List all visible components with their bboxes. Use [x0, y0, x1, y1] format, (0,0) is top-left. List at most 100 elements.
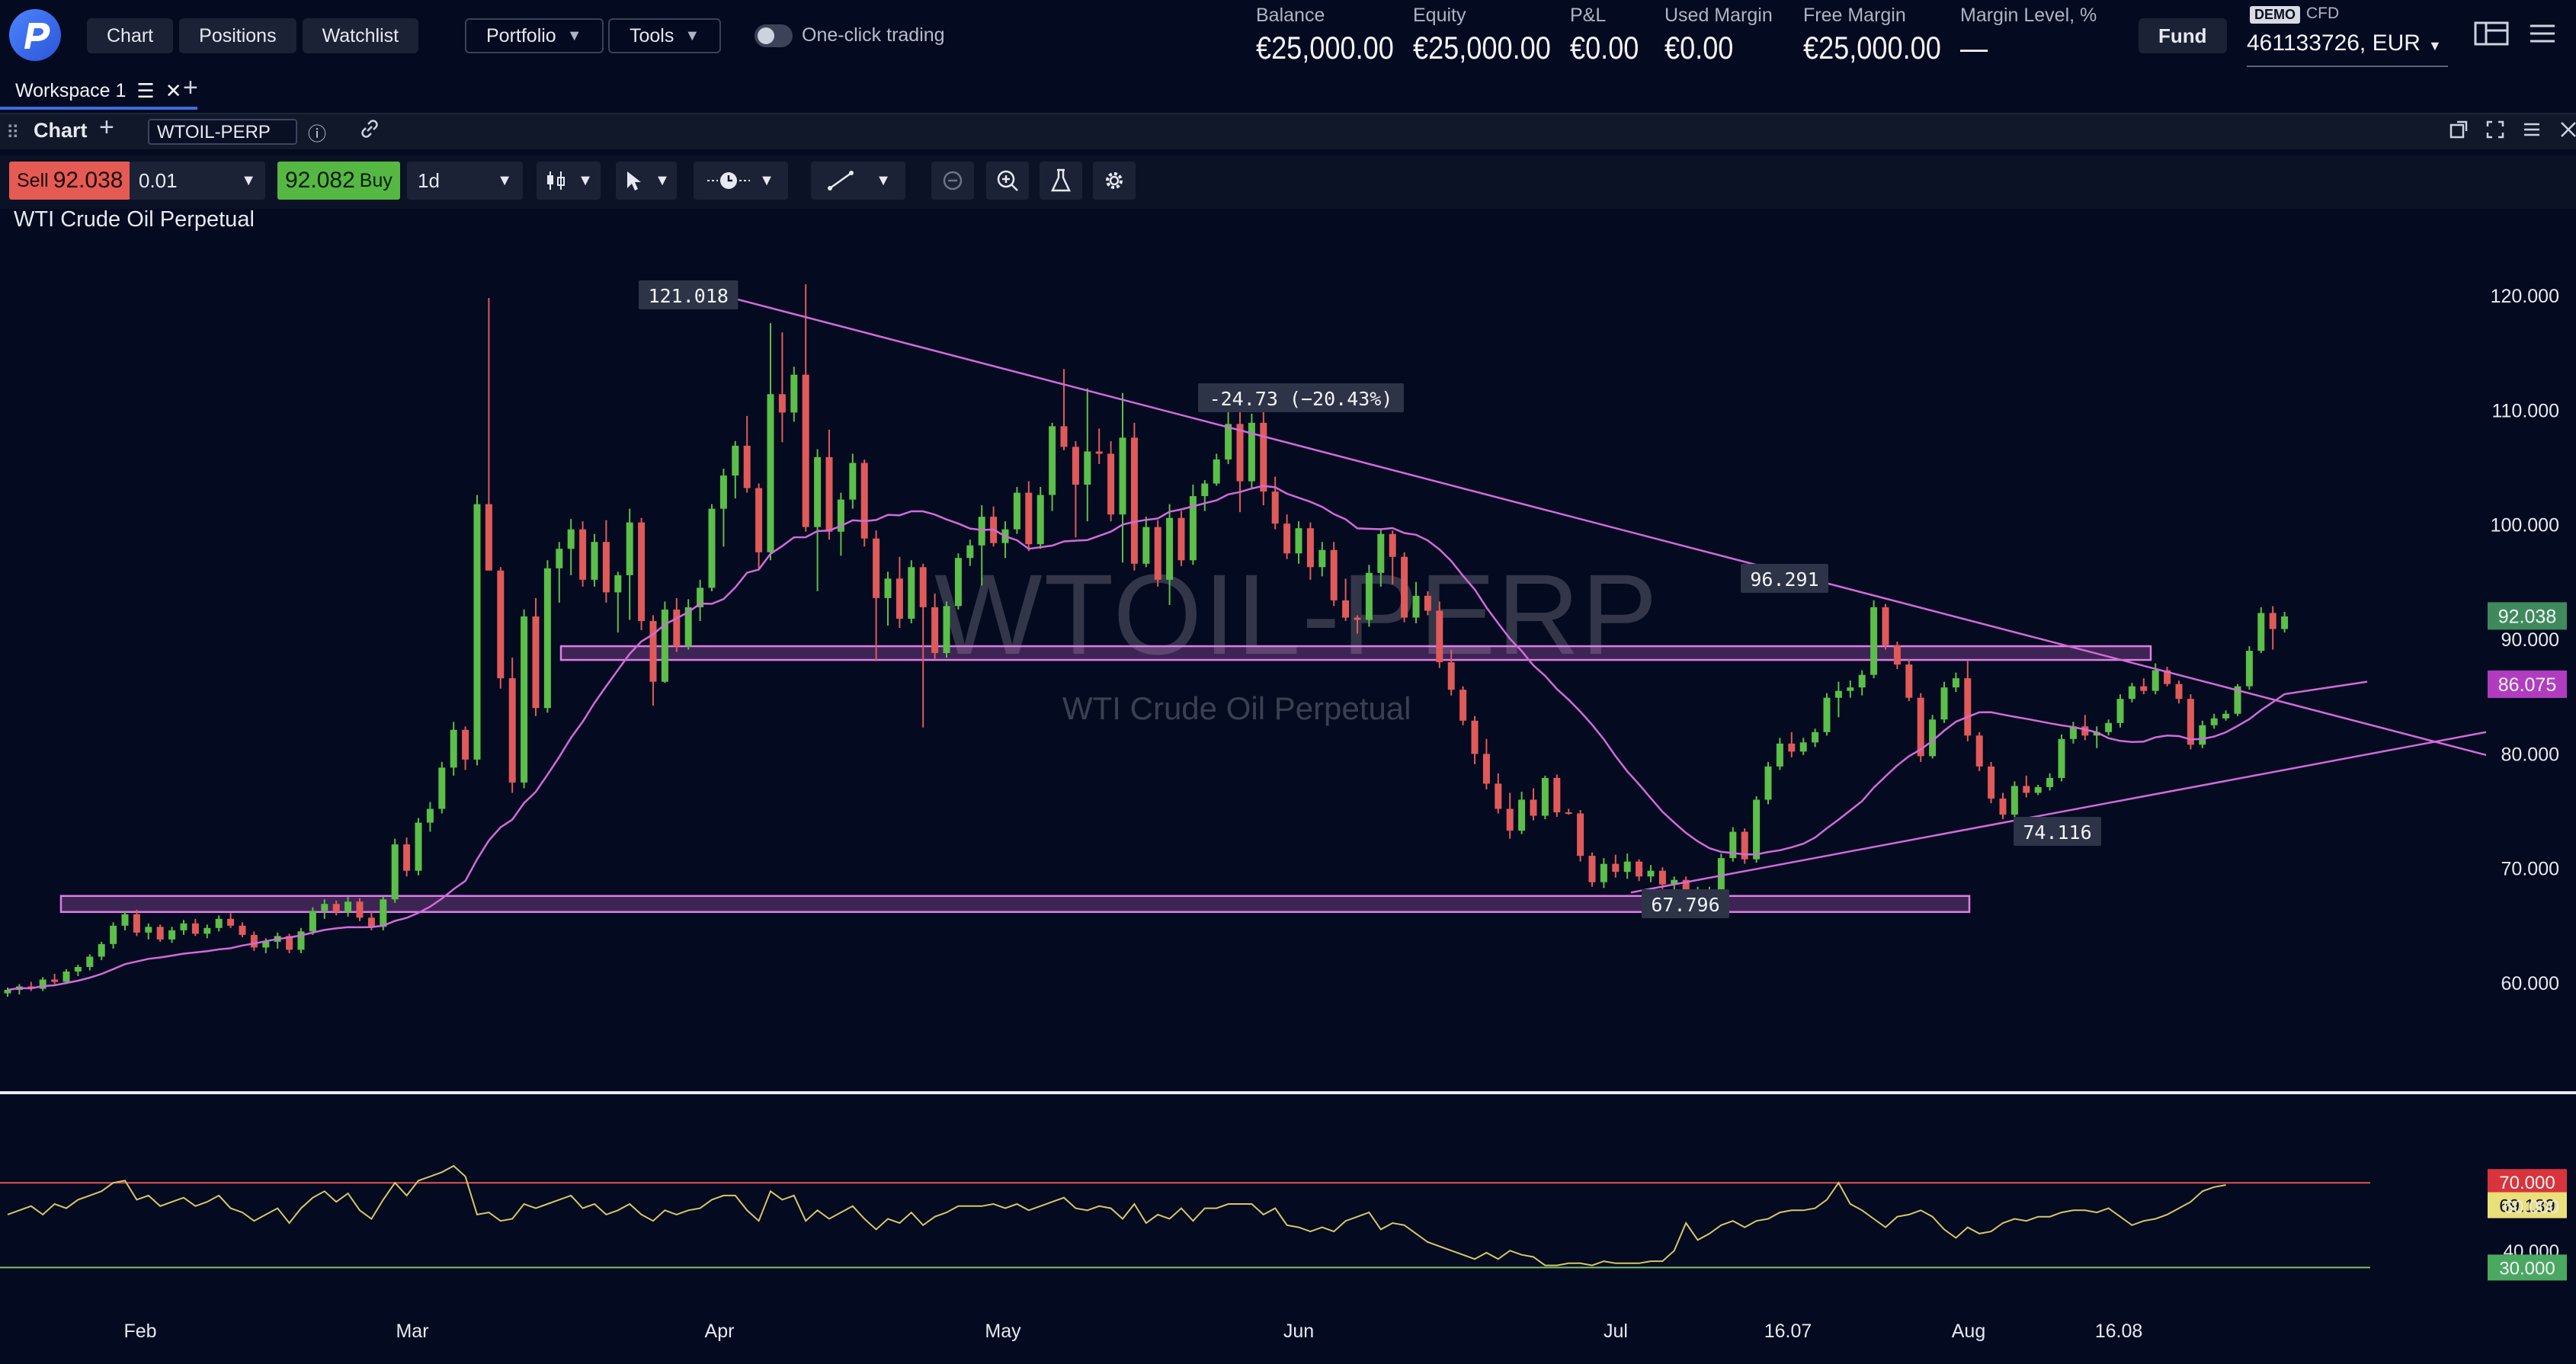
settings-button[interactable] — [1093, 162, 1136, 200]
sell-button[interactable]: Sell 92.038 — [9, 162, 131, 200]
candle-body — [649, 620, 657, 682]
candle-body — [1084, 451, 1091, 485]
candle-body — [2069, 726, 2077, 739]
chevron-down-icon: ▼ — [566, 27, 582, 44]
add-workspace-icon[interactable]: + — [183, 73, 198, 102]
pepperstone-logo — [8, 8, 62, 62]
rsi-30-tag: 30.000 — [2488, 1254, 2567, 1281]
candle-body — [1647, 870, 1655, 877]
candle-body — [39, 979, 46, 989]
nav-positions-button[interactable]: Positions — [179, 18, 296, 53]
stat-label: Free Margin — [1803, 5, 1906, 26]
candle-body — [239, 925, 246, 935]
indicators-button[interactable] — [1040, 162, 1082, 200]
link-icon[interactable] — [358, 117, 381, 144]
nav-watchlist-button[interactable]: Watchlist — [302, 18, 419, 53]
maximize-icon[interactable] — [2485, 119, 2506, 140]
low-annotation: 67.796 — [1642, 889, 1729, 918]
trendlines[interactable] — [719, 293, 2487, 894]
candle-body — [1436, 610, 1443, 663]
rsi-tag-text: 70.000 — [2499, 1173, 2555, 1193]
candle-body — [1189, 496, 1197, 561]
account-underline — [2247, 66, 2448, 67]
time-axis[interactable]: Feb Mar Apr May Jun Jul 16.07 Aug 16.08 — [123, 1321, 2142, 1342]
panel-window-controls — [2448, 119, 2576, 140]
candle — [1447, 649, 1455, 696]
candle-body — [755, 488, 763, 552]
candle — [2164, 667, 2171, 687]
candle-body — [1834, 690, 1842, 698]
candle — [755, 483, 763, 568]
price-tag-box — [2488, 602, 2567, 630]
buy-button[interactable]: 92.082 Buy — [277, 162, 400, 200]
candle-body — [614, 575, 622, 593]
close-icon[interactable]: ✕ — [165, 78, 182, 102]
nav-chart-button[interactable]: Chart — [87, 18, 174, 53]
chart-type-button[interactable]: ▼ — [537, 162, 601, 200]
candle-body — [1518, 799, 1526, 831]
price-chart[interactable]: 121.018 -24.73 (−20.43%) 96.291 67.796 74.11… — [0, 213, 2576, 1356]
popout-icon[interactable] — [2448, 119, 2469, 140]
candle-body — [262, 941, 270, 948]
chevron-down-icon: ▼ — [578, 171, 593, 189]
price-axis[interactable]: 120.000 110.000 100.000 90.000 80.000 70.000 6… — [2488, 286, 2567, 994]
close-panel-icon[interactable] — [2558, 119, 2576, 140]
list-icon[interactable]: ☰ — [136, 78, 155, 102]
candle-body — [191, 923, 199, 934]
zoom-in-button[interactable] — [986, 162, 1029, 200]
candle — [27, 981, 35, 991]
quantity-select[interactable]: 0.01 ▼ — [130, 162, 265, 200]
time-tick-label: Aug — [1952, 1321, 1985, 1342]
layout-icon[interactable] — [2474, 21, 2509, 46]
candle — [1577, 809, 1584, 862]
candle-body — [638, 522, 646, 621]
candle-body — [1882, 607, 1889, 645]
cursor-tool-button[interactable]: ▼ — [616, 162, 677, 200]
workspace-tab[interactable]: Workspace 1 ☰ ✕ — [0, 75, 197, 110]
candle-body — [1929, 719, 1937, 757]
tools-dropdown[interactable]: Tools ▼ — [608, 18, 722, 53]
candle — [1213, 453, 1220, 486]
candle-body — [919, 567, 927, 607]
stat-value: €0.00 — [1664, 30, 1734, 66]
candle — [1189, 485, 1197, 565]
candle — [145, 923, 152, 940]
candle-body — [2222, 713, 2230, 719]
time-tick-label: 16.07 — [1764, 1321, 1812, 1342]
candle-body — [1988, 766, 1995, 799]
account-selector[interactable]: 461133726, EUR ▼ — [2247, 30, 2442, 56]
candle — [86, 954, 94, 971]
candle-body — [719, 475, 727, 509]
candle — [1248, 413, 1255, 490]
rsi-level-label: 60.000 — [2504, 1197, 2559, 1218]
symbol-input[interactable]: WTOIL-PERP — [148, 119, 297, 145]
candle — [543, 560, 551, 713]
candle-body — [978, 517, 985, 546]
candle — [931, 593, 939, 659]
zoom-out-button[interactable] — [931, 162, 974, 200]
candle — [473, 495, 481, 766]
drag-handle-icon[interactable]: ⠿ — [6, 123, 20, 143]
price-tick-label: 100.000 — [2491, 515, 2559, 536]
candle-body — [2151, 670, 2159, 691]
candle-body — [2140, 686, 2148, 691]
info-icon[interactable]: ⓘ — [308, 124, 326, 145]
fund-button[interactable]: Fund — [2139, 18, 2227, 53]
candle — [297, 927, 305, 953]
hamburger-menu-icon[interactable] — [2527, 18, 2558, 49]
price-tag-text: 92.038 — [2498, 606, 2556, 627]
time-tool-button[interactable]: ▼ — [694, 162, 788, 200]
one-click-trading-toggle[interactable] — [755, 24, 793, 47]
candle-body — [1107, 453, 1115, 515]
add-chart-icon[interactable]: + — [99, 113, 114, 142]
support-zones[interactable] — [59, 645, 2152, 914]
drawing-tool-button[interactable]: ▼ — [811, 162, 905, 200]
portfolio-dropdown[interactable]: Portfolio ▼ — [465, 18, 604, 53]
candle — [203, 924, 211, 939]
candle — [2210, 713, 2218, 729]
candle-body — [2034, 786, 2042, 793]
panel-menu-icon[interactable] — [2521, 119, 2542, 140]
timeframe-select[interactable]: 1d ▼ — [407, 162, 523, 200]
candle — [2010, 781, 2018, 820]
candle-body — [98, 943, 105, 957]
